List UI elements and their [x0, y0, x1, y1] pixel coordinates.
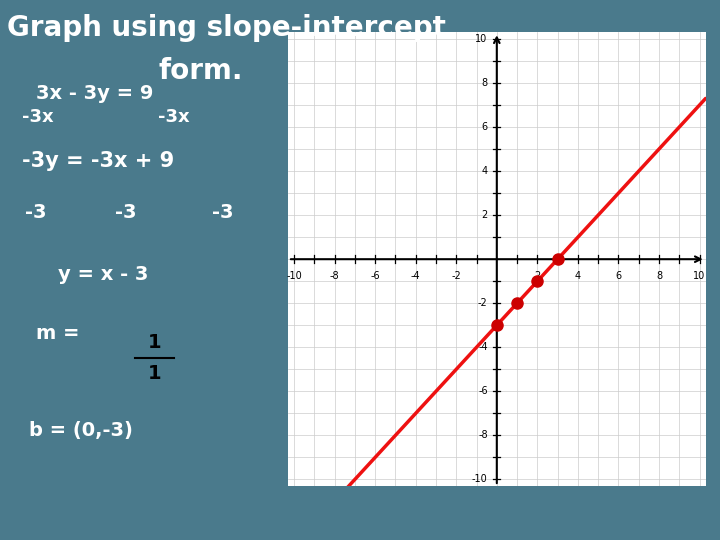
Text: 3x - 3y = 9: 3x - 3y = 9: [36, 84, 153, 103]
Text: Graph using slope-intercept: Graph using slope-intercept: [7, 14, 446, 42]
Text: 10: 10: [693, 271, 706, 281]
Text: 2: 2: [482, 210, 487, 220]
Text: 4: 4: [575, 271, 581, 281]
Text: 1: 1: [148, 364, 161, 383]
Text: m =: m =: [36, 324, 86, 343]
Text: -10: -10: [472, 475, 487, 484]
Text: 8: 8: [482, 78, 487, 88]
Text: -3: -3: [115, 202, 137, 221]
Text: -6: -6: [478, 386, 487, 396]
Text: -8: -8: [330, 271, 339, 281]
Text: 1: 1: [148, 333, 161, 352]
Text: -6: -6: [370, 271, 380, 281]
Text: -2: -2: [478, 298, 487, 308]
Text: -3y = -3x + 9: -3y = -3x + 9: [22, 151, 174, 171]
Text: 4: 4: [482, 166, 487, 176]
Text: -3x: -3x: [22, 108, 53, 126]
Text: -3: -3: [212, 202, 234, 221]
Text: -4: -4: [478, 342, 487, 352]
Text: 8: 8: [656, 271, 662, 281]
Text: -8: -8: [478, 430, 487, 440]
Text: -4: -4: [411, 271, 420, 281]
Text: -3: -3: [25, 202, 47, 221]
Text: -2: -2: [451, 271, 461, 281]
Text: 6: 6: [482, 122, 487, 132]
Text: 6: 6: [616, 271, 621, 281]
Text: b = (0,-3): b = (0,-3): [29, 421, 132, 440]
Text: 10: 10: [475, 34, 487, 44]
Text: form.: form.: [158, 57, 243, 85]
Text: y = x - 3: y = x - 3: [58, 265, 148, 284]
Text: -3x: -3x: [158, 108, 190, 126]
Text: 2: 2: [534, 271, 541, 281]
Text: -10: -10: [287, 271, 302, 281]
